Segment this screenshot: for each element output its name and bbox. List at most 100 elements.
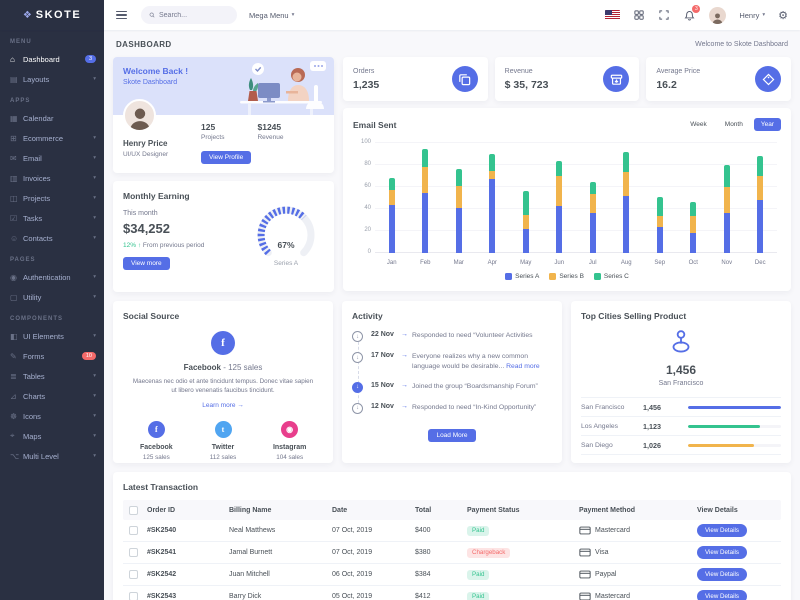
sidebar-item-projects[interactable]: ◫ Projects ▾: [0, 188, 104, 208]
language-flag-button[interactable]: [605, 10, 621, 20]
view-profile-button[interactable]: View Profile: [201, 151, 252, 164]
sidebar-item-charts[interactable]: ⊿ Charts ▾: [0, 386, 104, 406]
legend-swatch: [549, 273, 557, 280]
bar-feb[interactable]: Feb: [409, 143, 443, 266]
select-all-checkbox[interactable]: [129, 505, 138, 515]
sidebar-item-dashboard[interactable]: ⌂ Dashboard 3: [0, 49, 104, 69]
notifications-button[interactable]: 3: [683, 4, 701, 22]
sidebar-item-authentication[interactable]: ◉ Authentication ▾: [0, 267, 104, 287]
load-more-button[interactable]: Load More: [428, 428, 476, 442]
gauge-series-label: Series A: [274, 260, 299, 267]
activity-item: ↓ 17 Nov → Everyone realizes why a new comm…: [352, 352, 552, 372]
view-details-button[interactable]: View Details: [697, 546, 747, 559]
stat-card-orders: Orders 1,235: [343, 57, 488, 101]
range-button-month[interactable]: Month: [718, 118, 750, 131]
sidebar-item-forms[interactable]: ✎ Forms 10: [0, 346, 104, 366]
sidebar-item-multi-level[interactable]: ⌥ Multi Level ▾: [0, 446, 104, 466]
range-button-week[interactable]: Week: [683, 118, 714, 131]
sidebar-item-ecommerce[interactable]: ⊞ Ecommerce ▾: [0, 128, 104, 148]
sidebar-item-calendar[interactable]: ▦ Calendar: [0, 108, 104, 128]
twitter-icon[interactable]: t: [214, 420, 232, 438]
city-row-san-francisco: San Francisco 1,456: [581, 398, 781, 417]
row-checkbox[interactable]: [129, 592, 138, 600]
sidebar-item-tables[interactable]: ≣ Tables ▾: [0, 366, 104, 386]
sidebar-item-utility[interactable]: ▢ Utility ▾: [0, 287, 104, 307]
bar-oct[interactable]: Oct: [677, 143, 711, 266]
sidebar-item-layouts[interactable]: ▤ Layouts ▾: [0, 69, 104, 89]
sidebar-item-invoices[interactable]: ▥ Invoices ▾: [0, 168, 104, 188]
user-name-dropdown[interactable]: Henry ▾: [739, 10, 766, 20]
chevron-down-icon: ▾: [762, 12, 766, 18]
city-progress-track: [688, 405, 781, 409]
ui-elements-icon: ◧: [10, 331, 18, 341]
facebook-icon[interactable]: f: [147, 420, 165, 438]
sidebar-item-contacts[interactable]: ☺ Contacts ▾: [0, 228, 104, 248]
bar-segment-series-c: [388, 178, 395, 191]
search-box[interactable]: [141, 6, 237, 24]
latest-transaction-title: Latest Transaction: [123, 482, 199, 492]
bar-sep[interactable]: Sep: [643, 143, 677, 266]
read-more-link[interactable]: Read more: [506, 362, 540, 370]
sidebar-item-label: Utility: [23, 292, 42, 302]
apps-grid-button[interactable]: [633, 9, 645, 21]
search-input[interactable]: [159, 11, 229, 19]
sidebar-item-icons[interactable]: ☸ Icons ▾: [0, 406, 104, 426]
user-menu-button[interactable]: [709, 6, 727, 24]
bar-segment-series-c: [489, 154, 496, 171]
brand-logo[interactable]: ❖ SKOTE: [0, 0, 104, 30]
bar-jun[interactable]: Jun: [543, 143, 577, 266]
activity-text: Responded to need “In-Kind Opportunity”: [412, 403, 537, 411]
settings-gear-button[interactable]: ⚙: [778, 9, 788, 22]
bar-segment-series-c: [656, 196, 663, 216]
range-button-year[interactable]: Year: [753, 118, 781, 131]
column-header: Order ID: [147, 506, 176, 514]
view-details-button[interactable]: View Details: [697, 568, 747, 581]
view-more-button[interactable]: View more: [123, 257, 170, 270]
order-total: $400: [415, 527, 431, 534]
sidebar-item-label: Icons: [23, 411, 41, 421]
social-name: Twitter: [211, 443, 235, 451]
column-header: View Details: [697, 506, 738, 514]
down-arrow-circle-icon: ↓: [352, 352, 363, 363]
sidebar-toggle-button[interactable]: [114, 9, 129, 22]
bar-may[interactable]: May: [509, 143, 543, 266]
bar-segment-series-a: [455, 207, 462, 253]
row-checkbox[interactable]: [129, 570, 138, 579]
bar-mar[interactable]: Mar: [442, 143, 476, 266]
mega-menu-button[interactable]: Mega Menu ▾: [249, 10, 295, 20]
bar-segment-series-c: [690, 202, 697, 216]
row-checkbox[interactable]: [129, 526, 138, 535]
chevron-down-icon: ▾: [93, 373, 96, 379]
chevron-down-icon: ▾: [93, 235, 96, 241]
bar-aug[interactable]: Aug: [610, 143, 644, 266]
sidebar-item-maps[interactable]: ⌖ Maps ▾: [0, 426, 104, 446]
top-city-name: San Francisco: [658, 380, 704, 387]
city-value: 1,456: [643, 402, 661, 412]
legend-swatch: [505, 273, 513, 280]
learn-more-link[interactable]: Learn more →: [202, 401, 244, 409]
instagram-icon[interactable]: ◉: [281, 420, 299, 438]
column-header: Date: [332, 506, 348, 514]
bar-dec[interactable]: Dec: [744, 143, 778, 266]
bar-apr[interactable]: Apr: [476, 143, 510, 266]
bar-jul[interactable]: Jul: [576, 143, 610, 266]
bar-jan[interactable]: Jan: [375, 143, 409, 266]
fullscreen-button[interactable]: [658, 9, 670, 21]
view-details-button[interactable]: View Details: [697, 524, 747, 537]
view-details-button[interactable]: View Details: [697, 590, 747, 600]
profile-avatar: [123, 99, 156, 132]
invoices-icon: ▥: [10, 173, 18, 183]
bar-nov[interactable]: Nov: [710, 143, 744, 266]
activity-item: ↓ 15 Nov → Joined the group “Boardsmanship …: [352, 381, 552, 393]
layouts-icon: ▤: [10, 74, 18, 84]
bar-segment-series-c: [422, 148, 429, 168]
row-checkbox[interactable]: [129, 548, 138, 557]
x-tick-label: Jan: [386, 260, 397, 266]
sidebar-item-tasks[interactable]: ☑ Tasks ▾: [0, 208, 104, 228]
social-sales: 112 sales: [209, 453, 237, 461]
city-progress-bar: [688, 443, 754, 447]
sidebar-item-ui-elements[interactable]: ◧ UI Elements ▾: [0, 326, 104, 346]
city-name: San Francisco: [581, 403, 625, 411]
billing-name: Jamal Burnett: [229, 549, 273, 556]
sidebar-item-email[interactable]: ✉ Email ▾: [0, 148, 104, 168]
